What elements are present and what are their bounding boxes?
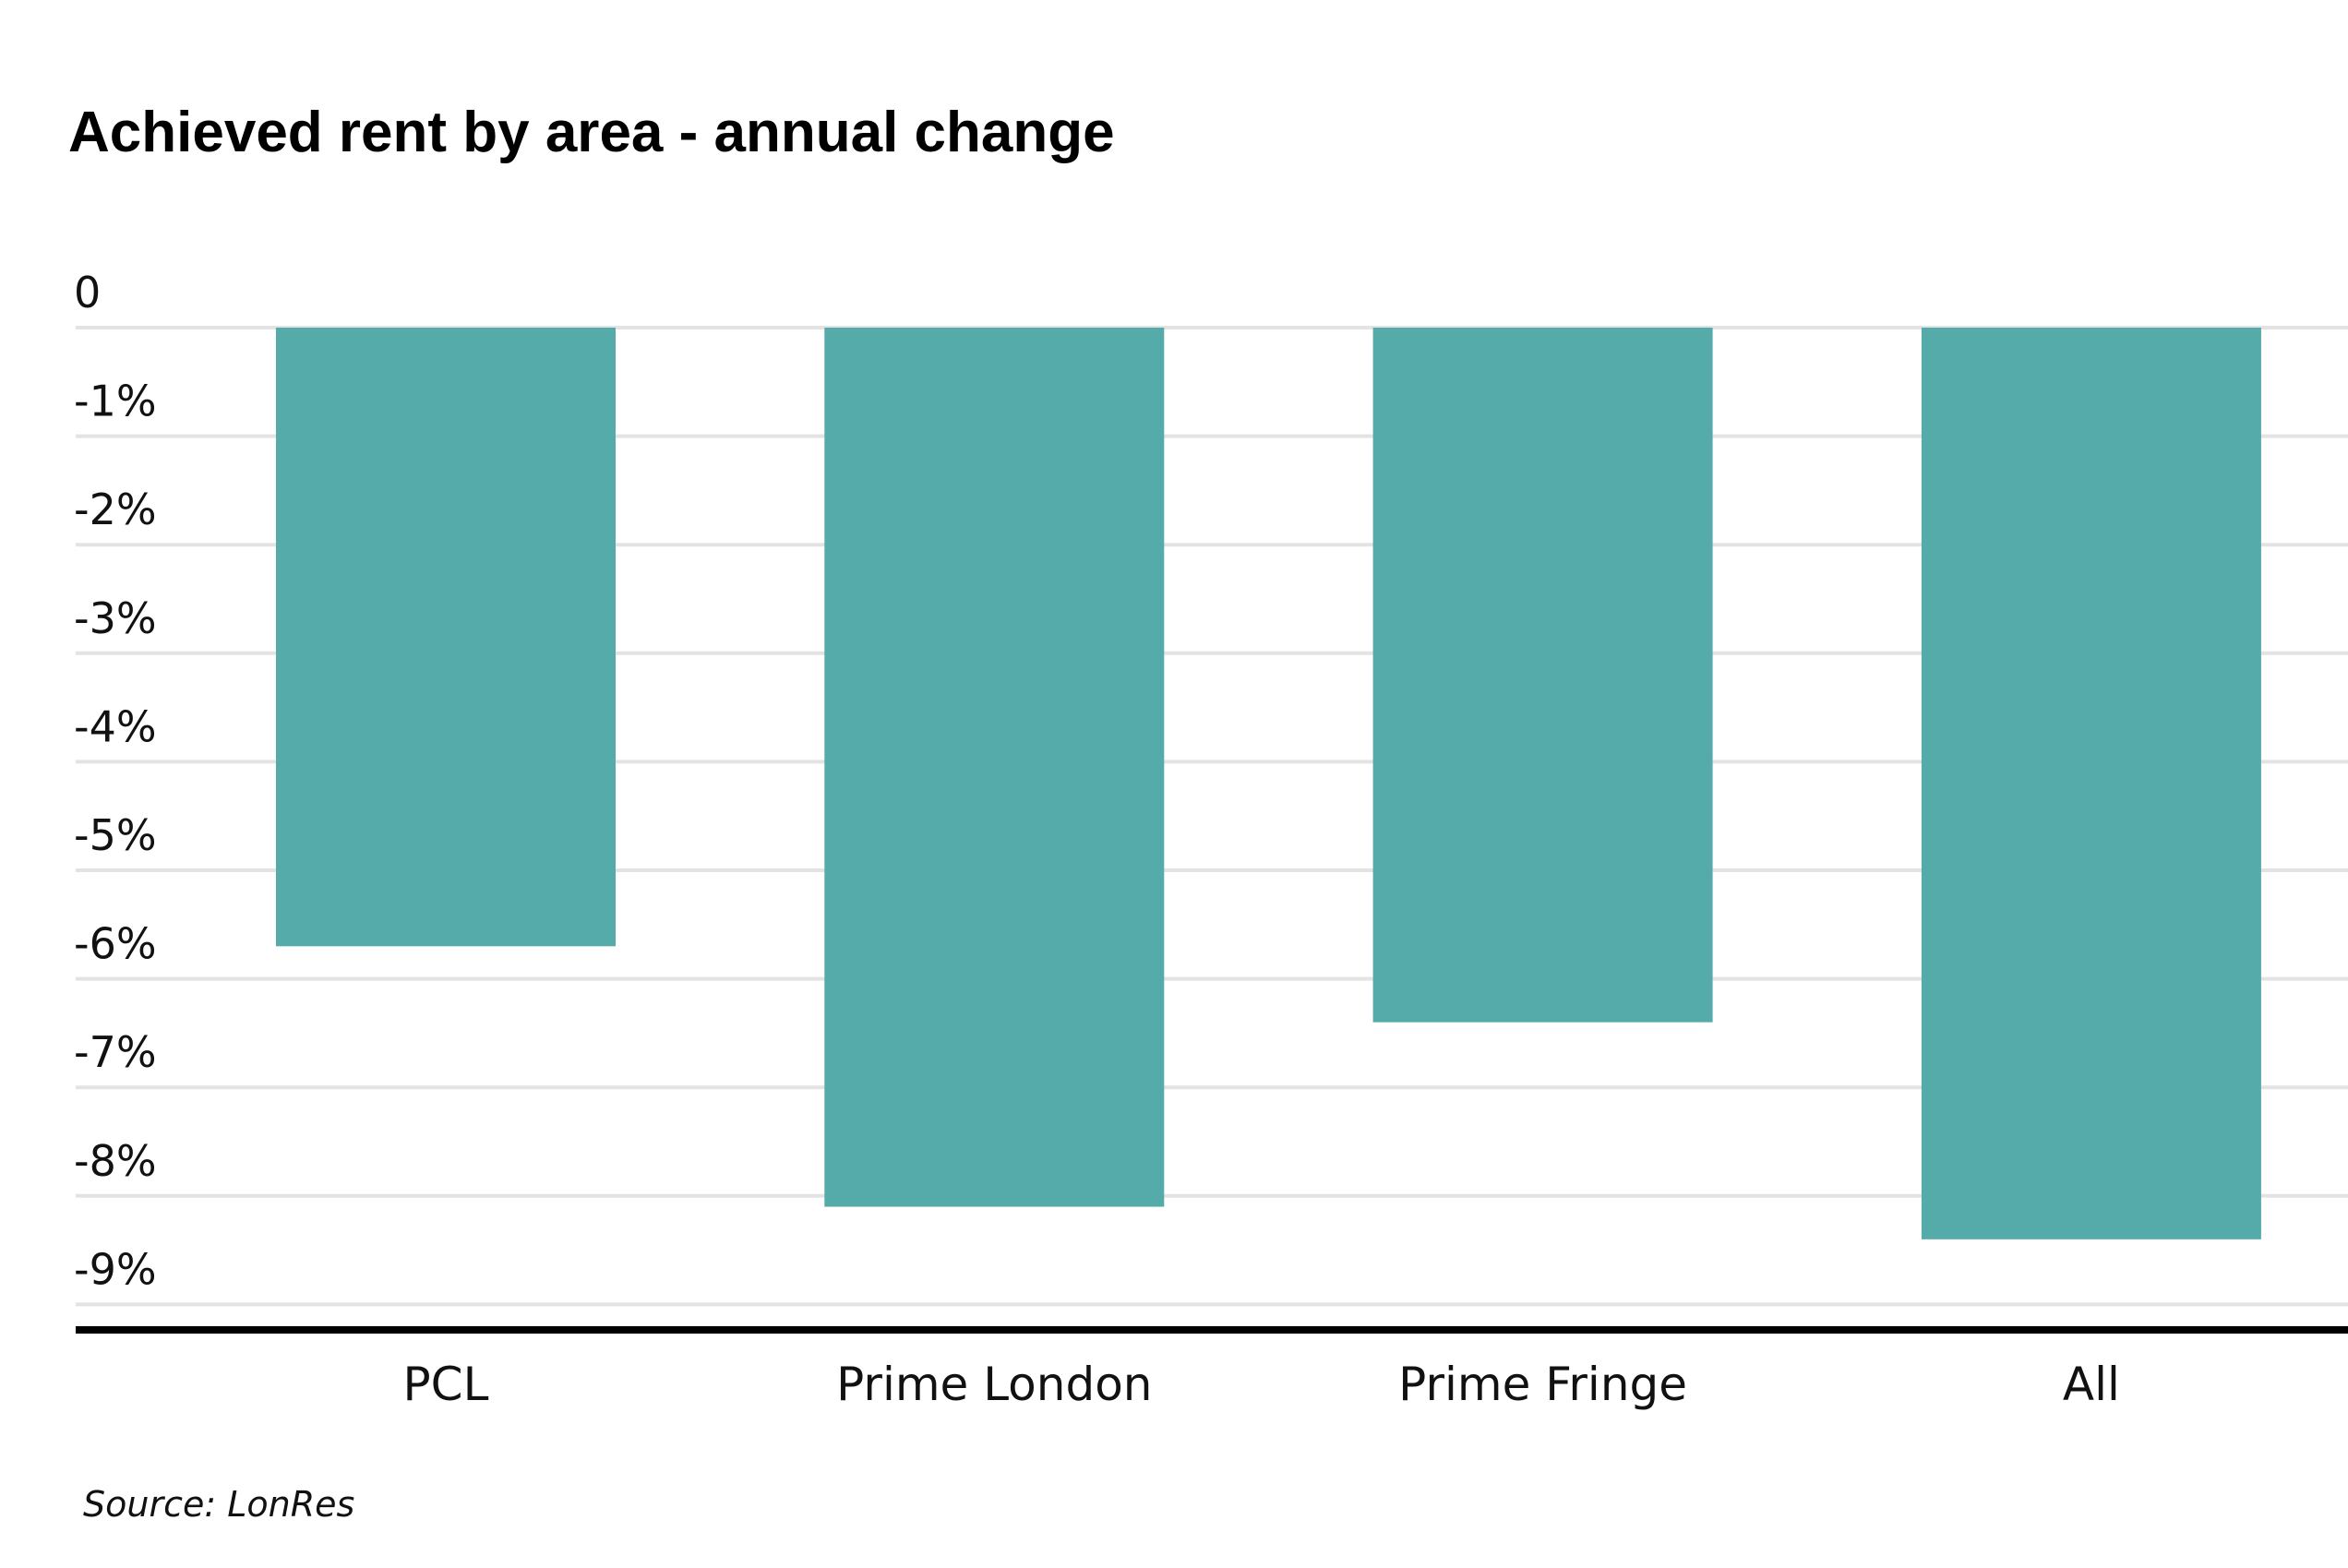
y-tick-label: -9% bbox=[74, 1244, 157, 1294]
y-tick-label: -3% bbox=[74, 593, 157, 643]
bars bbox=[276, 328, 2261, 1239]
x-tick-label: All bbox=[2063, 1358, 2120, 1411]
y-tick-label: -8% bbox=[74, 1136, 157, 1186]
bar-prime-fringe bbox=[1372, 328, 1713, 1023]
bar-prime-london bbox=[824, 328, 1165, 1207]
y-tick-label: -1% bbox=[74, 377, 157, 426]
y-tick-label: -7% bbox=[74, 1027, 157, 1077]
y-tick-label: -6% bbox=[74, 919, 157, 969]
y-tick-label: -4% bbox=[74, 701, 157, 751]
x-tick-label: Prime Fringe bbox=[1398, 1358, 1687, 1411]
bar-all bbox=[1921, 328, 2261, 1239]
x-tick-label: PCL bbox=[403, 1358, 489, 1411]
y-tick-label: -5% bbox=[74, 810, 157, 860]
y-tick-label: -2% bbox=[74, 485, 157, 534]
bar-pcl bbox=[276, 328, 616, 947]
y-tick-label: 0 bbox=[74, 268, 101, 317]
y-axis-ticks: 0 -1% -2% -3% -4% -5% -6% -7% -8% -9% bbox=[74, 268, 157, 1294]
chart-title: Achieved rent by area - annual change bbox=[68, 101, 1115, 164]
x-tick-label: Prime London bbox=[836, 1358, 1152, 1411]
source-note: Source: LonRes bbox=[83, 1484, 354, 1525]
x-axis-labels: PCL Prime London Prime Fringe All bbox=[403, 1358, 2120, 1411]
